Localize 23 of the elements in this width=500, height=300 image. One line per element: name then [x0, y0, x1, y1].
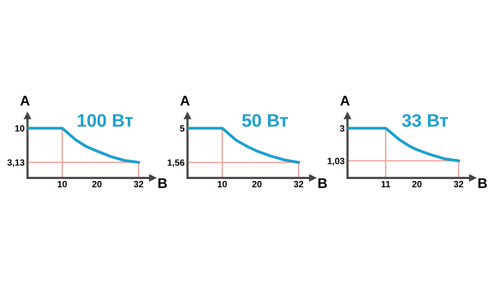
x-tick-label: 32 — [454, 180, 464, 188]
x-tick-label: 20 — [92, 180, 102, 188]
x-axis-title: В — [318, 178, 327, 188]
x-axis-title: В — [158, 178, 167, 188]
y-axis-title: А — [20, 96, 30, 106]
y-tick-label: 1,03 — [328, 158, 344, 166]
y-tick-label: 3,13 — [7, 159, 24, 168]
x-tick-label: 32 — [134, 180, 144, 188]
x-tick-label: 10 — [218, 180, 227, 188]
y-tick-label: 3 — [340, 125, 344, 132]
chart-title: 50 Вт — [242, 114, 288, 127]
x-tick-label: 11 — [381, 181, 390, 188]
y-axis-title: А — [180, 96, 190, 106]
x-tick-label: 32 — [294, 180, 304, 188]
x-axis-title: В — [478, 178, 487, 188]
x-tick-label: 10 — [58, 180, 67, 188]
x-tick-label: 20 — [252, 180, 262, 188]
y-tick-label: 1,56 — [168, 159, 184, 168]
x-tick-label: 20 — [412, 180, 422, 188]
y-tick-label: 5 — [180, 125, 184, 132]
chart-title: 33 Вт — [402, 114, 448, 127]
chart-title: 100 Вт — [78, 114, 133, 127]
y-axis-title: А — [340, 96, 350, 106]
